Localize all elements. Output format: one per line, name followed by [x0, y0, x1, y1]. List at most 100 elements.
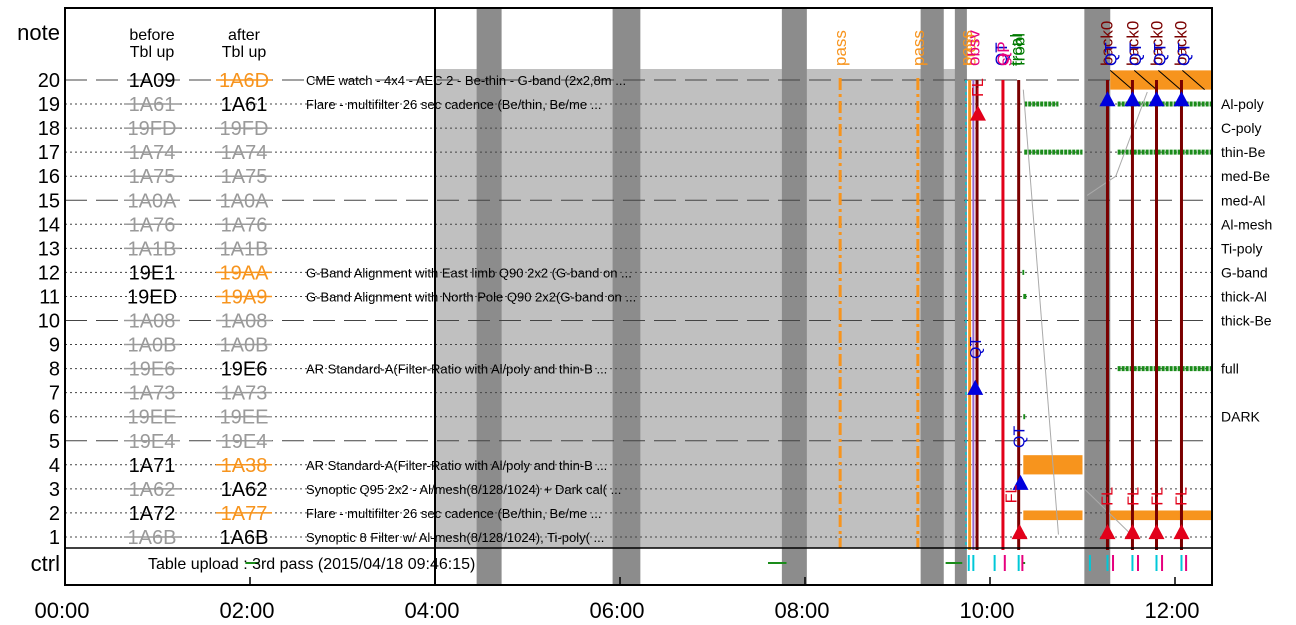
after-program-id: 1A73 — [221, 383, 268, 405]
after-program-id: 1A61 — [221, 94, 268, 116]
after-program-id: 1A62 — [221, 479, 268, 501]
row-number-13: 13 — [38, 238, 60, 260]
note-axis-label: note — [17, 20, 60, 45]
inline-event-label: FL — [1003, 485, 1020, 504]
after-program-id: 1A74 — [221, 142, 268, 164]
event-triangle-10 — [1124, 524, 1141, 540]
event-label: QT — [1150, 42, 1169, 66]
x-tick-label: 08:00 — [774, 598, 829, 623]
event-label: QT — [1126, 42, 1145, 66]
after-program-id: 19E4 — [221, 431, 268, 453]
after-program-id: 19EE — [220, 407, 269, 429]
orange-block-3 — [1110, 510, 1212, 521]
before-program-id: 1A62 — [129, 479, 176, 501]
before-header-line-2: Tbl up — [130, 44, 175, 61]
row-number-16: 16 — [38, 166, 60, 188]
event-label: QT — [1101, 42, 1120, 66]
x-tick-label: 12:00 — [1144, 598, 1199, 623]
before-program-id: 1A1B — [128, 238, 177, 260]
event-triangle-5 — [1099, 91, 1116, 107]
row-number-10: 10 — [38, 311, 60, 333]
block-hatch-2 — [1133, 70, 1157, 90]
event-label: stop — [961, 34, 980, 66]
row-number-7: 7 — [49, 383, 60, 405]
after-program-id: 1A0B — [220, 335, 269, 357]
after-program-id: 19AA — [220, 262, 270, 284]
event-triangle-1 — [969, 105, 986, 121]
event-label: frobl — [1010, 33, 1029, 66]
before-program-id: 1A75 — [129, 166, 176, 188]
before-program-id: 19FD — [128, 118, 177, 140]
event-label: pass — [831, 30, 850, 66]
block-hatch-1 — [1109, 70, 1133, 90]
row-number-18: 18 — [38, 118, 60, 140]
after-program-id: 1A6D — [219, 70, 269, 92]
event-triangle-11 — [1148, 524, 1165, 540]
row-number-20: 20 — [38, 70, 60, 92]
event-triangle-3 — [1012, 474, 1029, 490]
after-header-line-1: after — [228, 27, 261, 44]
event-triangle-9 — [1099, 524, 1116, 540]
block-hatch-3 — [1158, 70, 1181, 90]
row-number-6: 6 — [49, 407, 60, 429]
event-triangle-4 — [1011, 524, 1028, 540]
program-description: Flare - multifilter 26 sec cadence (Be/t… — [306, 506, 602, 521]
program-description: AR Standard-A(Filter-Ratio with Al/poly … — [306, 458, 607, 473]
before-program-id: 19EE — [128, 407, 177, 429]
event-label: obsv — [964, 30, 983, 66]
event-label: back0 — [1172, 21, 1191, 66]
before-program-id: 19ED — [127, 286, 177, 308]
row-number-12: 12 — [38, 262, 60, 284]
filter-label: med-Be — [1221, 168, 1270, 184]
event-triangle-8 — [1173, 91, 1190, 107]
before-header-line-1: before — [129, 27, 174, 44]
filter-label: thin-Be — [1221, 144, 1266, 160]
row-number-14: 14 — [38, 214, 60, 236]
filter-label: med-Al — [1221, 192, 1265, 208]
event-label: back0 — [1098, 21, 1117, 66]
event-triangle-2 — [967, 379, 984, 395]
block-hatch-4 — [1182, 70, 1205, 90]
before-program-id: 1A0B — [128, 335, 177, 357]
event-label: st — [997, 53, 1016, 67]
filter-label: G-band — [1221, 264, 1268, 280]
axis-layer: 00:00 02:00 04:00 06:00 08:00 10:00 12:00 — [34, 7, 1213, 623]
before-program-id: 1A6B — [128, 527, 177, 549]
filter-label: thick-Al — [1221, 288, 1267, 304]
program-description: Synoptic Q95 2x2 - Al/mesh(8/128/1024) +… — [306, 482, 621, 497]
row-number-1: 1 — [49, 527, 60, 549]
row-number-11: 11 — [39, 286, 60, 308]
after-program-id: 1A77 — [221, 503, 268, 525]
upload-status-text: Table upload : 3rd pass (2015/04/18 09:4… — [148, 556, 475, 573]
row-number-17: 17 — [38, 142, 60, 164]
program-description: Flare - multifilter 26 sec cadence (Be/t… — [306, 97, 602, 112]
program-description: G-Band Alignment with East limb Q90 2x2 … — [306, 265, 632, 280]
before-program-id: 19E6 — [129, 359, 176, 381]
before-program-id: 1A71 — [129, 455, 176, 477]
before-program-id: 1A73 — [129, 383, 176, 405]
inline-event-label: FL — [970, 78, 987, 97]
filter-label: Ti-poly — [1221, 240, 1263, 256]
filter-label: full — [1221, 361, 1239, 377]
inline-event-label: QT — [1012, 426, 1029, 448]
x-tick-label: 10:00 — [959, 598, 1014, 623]
event-label: pass — [957, 30, 976, 66]
row-number-19: 19 — [38, 94, 60, 116]
program-description: G-Band Alignment with North Pole Q90 2x2… — [306, 289, 636, 304]
row-number-5: 5 — [49, 431, 60, 453]
before-program-id: 1A08 — [129, 311, 176, 333]
event-label: trcal — [1007, 34, 1026, 66]
after-program-id: 19FD — [220, 118, 269, 140]
after-program-id: 1A1B — [220, 238, 269, 260]
after-program-id: 1A38 — [221, 455, 268, 477]
row-number-8: 8 — [49, 359, 60, 381]
x-tick-label: 00:00 — [34, 598, 89, 623]
event-label: OP — [994, 41, 1013, 66]
ctrl-axis-label: ctrl — [31, 551, 60, 576]
orange-block-2 — [1023, 510, 1083, 521]
event-label: QT — [1174, 42, 1193, 66]
row-number-15: 15 — [38, 190, 60, 212]
before-program-id: 1A74 — [129, 142, 176, 164]
before-program-id: 1A76 — [129, 214, 176, 236]
